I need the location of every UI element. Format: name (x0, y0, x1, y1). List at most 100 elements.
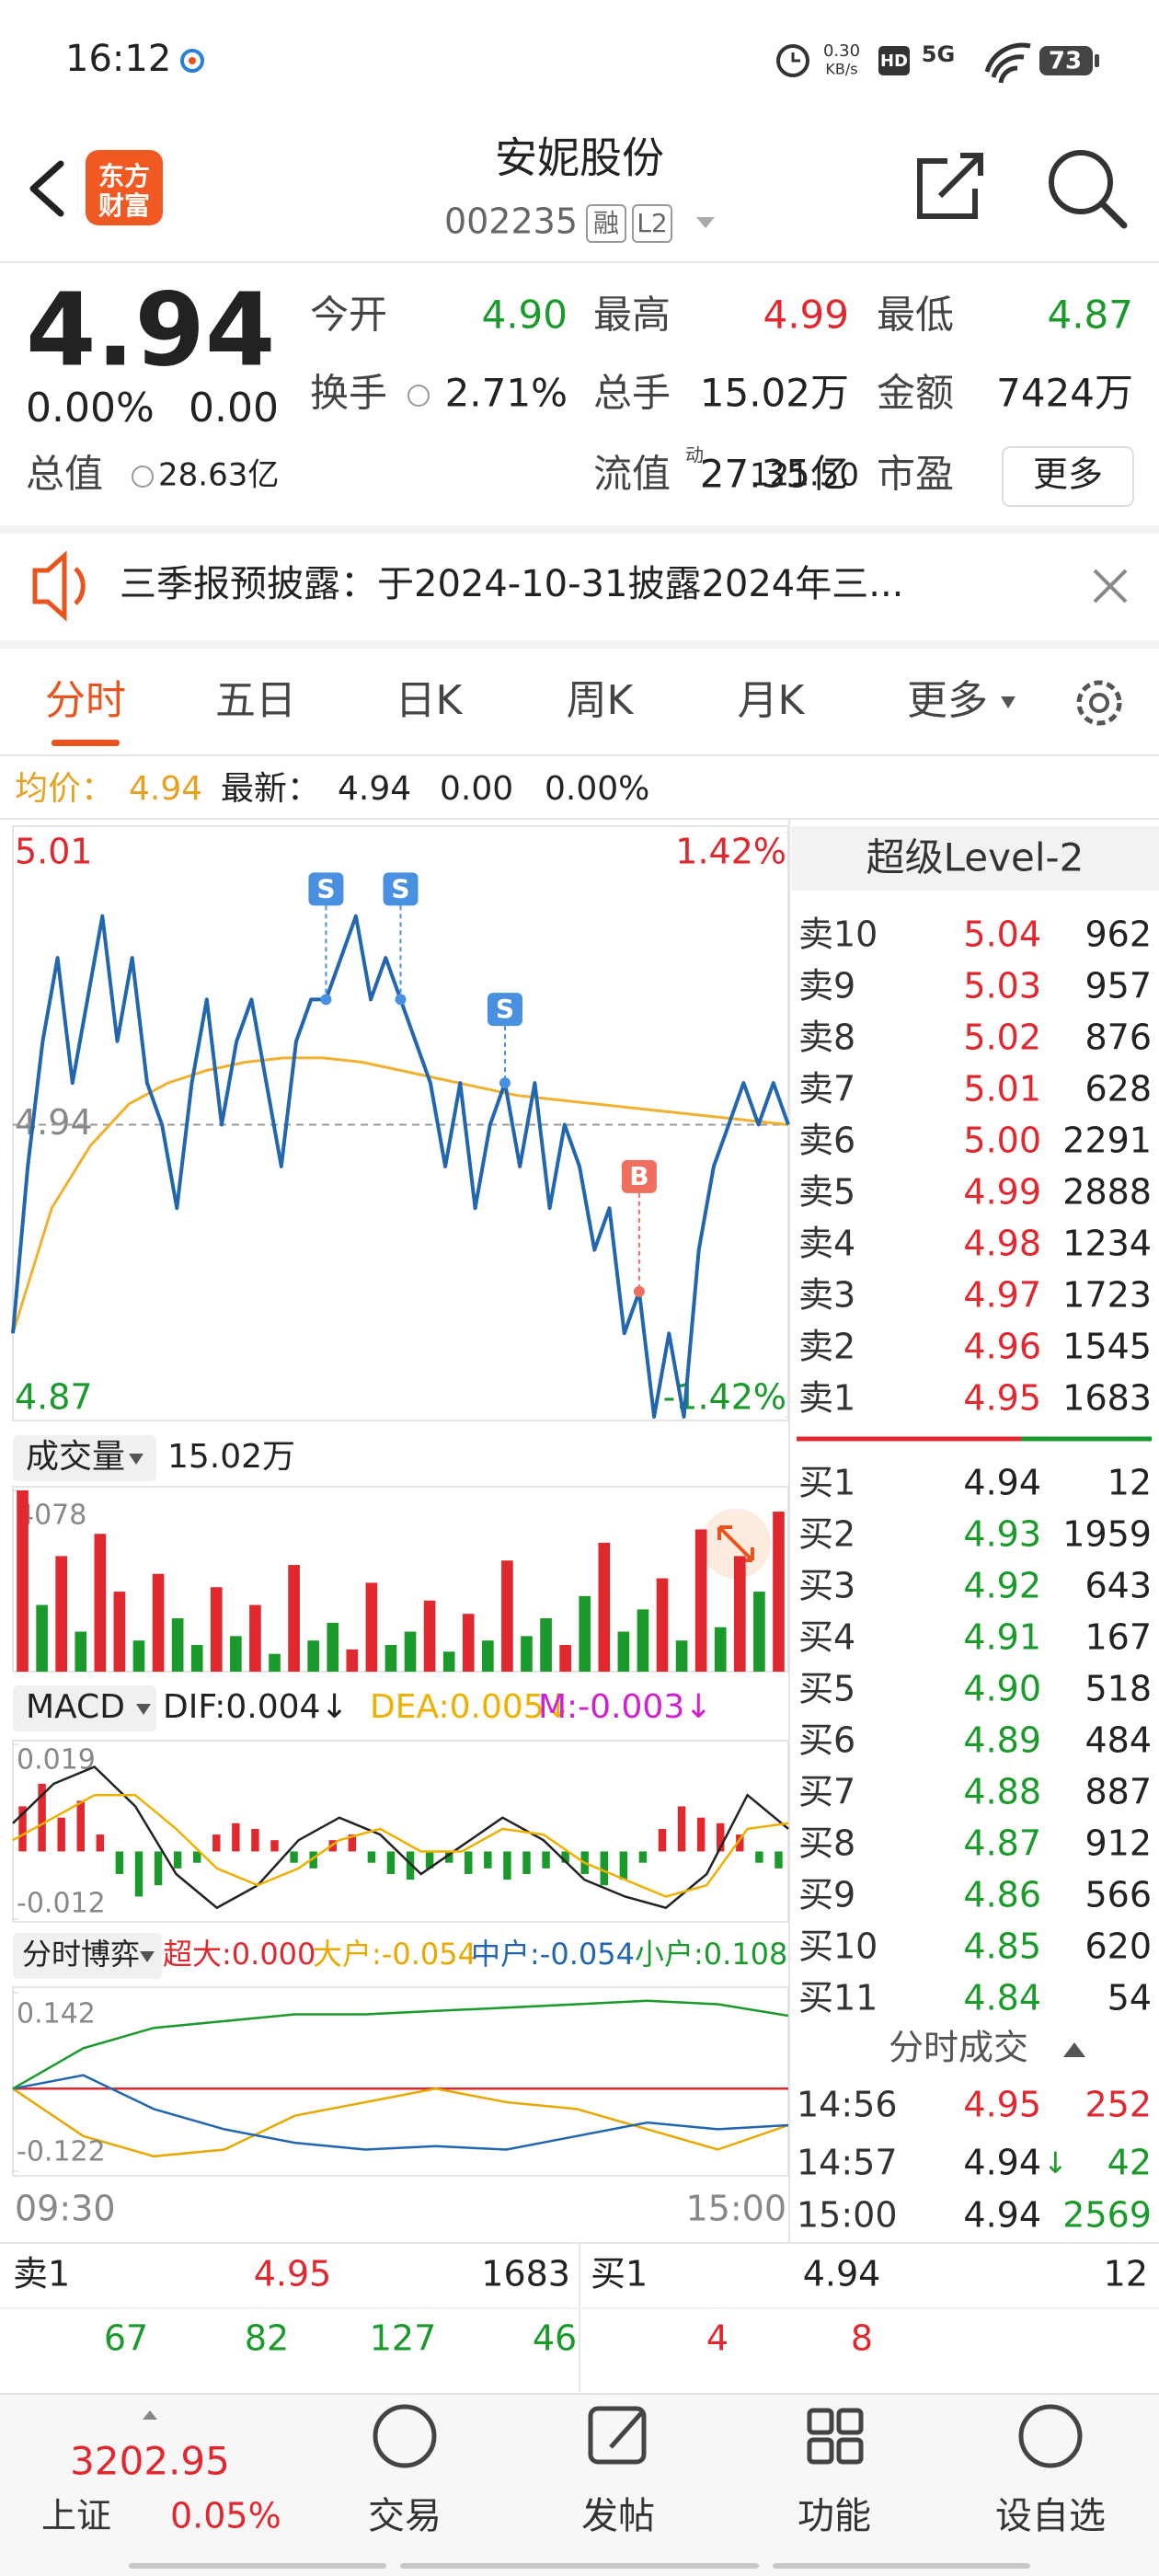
volume-bar (94, 1534, 107, 1672)
tab[interactable]: 日K (396, 677, 464, 724)
book-label: 买2 (798, 1514, 855, 1555)
macd-bar (192, 1851, 201, 1863)
logo-text: 财富 (98, 190, 150, 221)
trade-price: 4.95 (963, 2085, 1041, 2125)
trade-volume: 42 (1107, 2143, 1152, 2183)
book-volume: 643 (1084, 1566, 1152, 1606)
nav-item[interactable]: 设自选 (995, 2495, 1106, 2537)
info-icon (407, 385, 430, 407)
tab[interactable]: 分时 (45, 677, 126, 724)
volume-bar (773, 1512, 785, 1672)
settings-button[interactable] (1076, 680, 1122, 726)
macd-bar (18, 1806, 27, 1852)
stock-code: 002235 (444, 201, 578, 242)
trade-time: 14:57 (797, 2143, 898, 2183)
volume-bar (384, 1645, 397, 1672)
book-price: 4.89 (963, 1720, 1041, 1761)
ask-label: 卖1 (13, 2254, 70, 2294)
y-tick-label: 4.87 (15, 1377, 93, 1418)
book-price: 4.91 (963, 1617, 1041, 1658)
bid-queue: 4 (706, 2318, 729, 2359)
field-label: 今开 (310, 293, 387, 338)
macd-bar (96, 1834, 105, 1852)
y2-tick-label: 1.42% (675, 832, 786, 872)
book-volume: 887 (1084, 1772, 1152, 1812)
nav-icons (373, 2404, 1083, 2468)
y-tick-label: -0.122 (17, 2136, 106, 2168)
index-change: 0.05% (170, 2496, 281, 2536)
book-price: 4.86 (963, 1875, 1041, 1915)
stock-name: 安妮股份 (495, 133, 664, 183)
volume-bar (365, 1582, 378, 1672)
bid-queue: 8 (851, 2318, 873, 2359)
latest-label: 最新： (221, 770, 320, 808)
nav-item[interactable]: 发帖 (581, 2495, 655, 2537)
tab[interactable]: 更多 (907, 677, 988, 724)
book-volume: 2888 (1062, 1172, 1152, 1213)
book-volume: 167 (1084, 1617, 1152, 1658)
macd-bar (755, 1851, 763, 1863)
trades-title: 分时成交 (889, 2028, 1028, 2068)
marker-label: S (496, 994, 514, 1024)
book-price: 5.02 (963, 1018, 1041, 1058)
back-button[interactable] (29, 160, 64, 217)
bid-price: 4.94 (803, 2254, 881, 2294)
book-volume: 912 (1084, 1823, 1152, 1864)
field-label: 总值 (26, 452, 103, 497)
macd-bar (542, 1851, 550, 1869)
book-label: 买8 (798, 1823, 855, 1864)
tab-underline (52, 740, 120, 746)
book-price: 4.93 (963, 1514, 1041, 1555)
macd-bar (638, 1851, 648, 1863)
volume-bar (714, 1627, 727, 1672)
index-name: 上证 (41, 2496, 111, 2536)
nav-item[interactable]: 功能 (798, 2495, 871, 2537)
book-price: 4.94 (963, 1463, 1041, 1503)
book-label: 买7 (798, 1772, 855, 1812)
trade-volume: 2569 (1062, 2195, 1152, 2236)
marker-label: S (316, 873, 335, 903)
nav-item[interactable]: 交易 (368, 2495, 442, 2537)
badge-box (632, 204, 672, 243)
marker-badge (487, 993, 522, 1027)
macd-bar (309, 1851, 317, 1869)
field-label: 最低 (877, 293, 954, 338)
field-value: 15.02万 (700, 371, 849, 416)
volume-bar (36, 1604, 48, 1672)
tab[interactable]: 周K (567, 677, 635, 724)
change-pct: 0.00% (26, 385, 155, 431)
game-line (12, 2087, 789, 2158)
macd-bar (386, 1851, 396, 1874)
book-price: 4.88 (963, 1772, 1041, 1812)
field-value: 4.90 (481, 293, 568, 338)
book-volume: 54 (1107, 1978, 1152, 2018)
game-line (12, 1999, 789, 2090)
book-label: 卖9 (798, 966, 855, 1006)
tab[interactable]: 月K (738, 677, 806, 724)
book-label: 买5 (798, 1669, 855, 1709)
expand-button[interactable] (701, 1509, 771, 1579)
marker-dot (633, 1285, 645, 1297)
trade-time: 14:56 (797, 2085, 898, 2125)
macd-bar (717, 1823, 725, 1852)
volume-bar (113, 1592, 126, 1672)
book-volume: 1959 (1062, 1514, 1152, 1555)
volume-bar (501, 1560, 513, 1672)
macd-bar (619, 1851, 628, 1880)
net-unit: KB/s (825, 61, 857, 78)
macd-bar (561, 1851, 569, 1863)
more-button[interactable] (1002, 446, 1134, 507)
field-label: 换手 (310, 371, 387, 416)
tab[interactable]: 五日 (215, 677, 296, 724)
volume-bar (656, 1578, 669, 1672)
book-volume: 957 (1084, 966, 1152, 1006)
book-price: 4.98 (963, 1224, 1041, 1264)
volume-bar (230, 1636, 242, 1672)
volume-bar (675, 1640, 688, 1672)
more-button-label[interactable]: 更多 (1033, 454, 1103, 495)
share-button[interactable] (917, 153, 983, 219)
marker-dot (320, 994, 332, 1006)
volume-bar (617, 1631, 630, 1672)
search-button[interactable] (1049, 150, 1128, 229)
close-notice[interactable] (1093, 569, 1128, 604)
